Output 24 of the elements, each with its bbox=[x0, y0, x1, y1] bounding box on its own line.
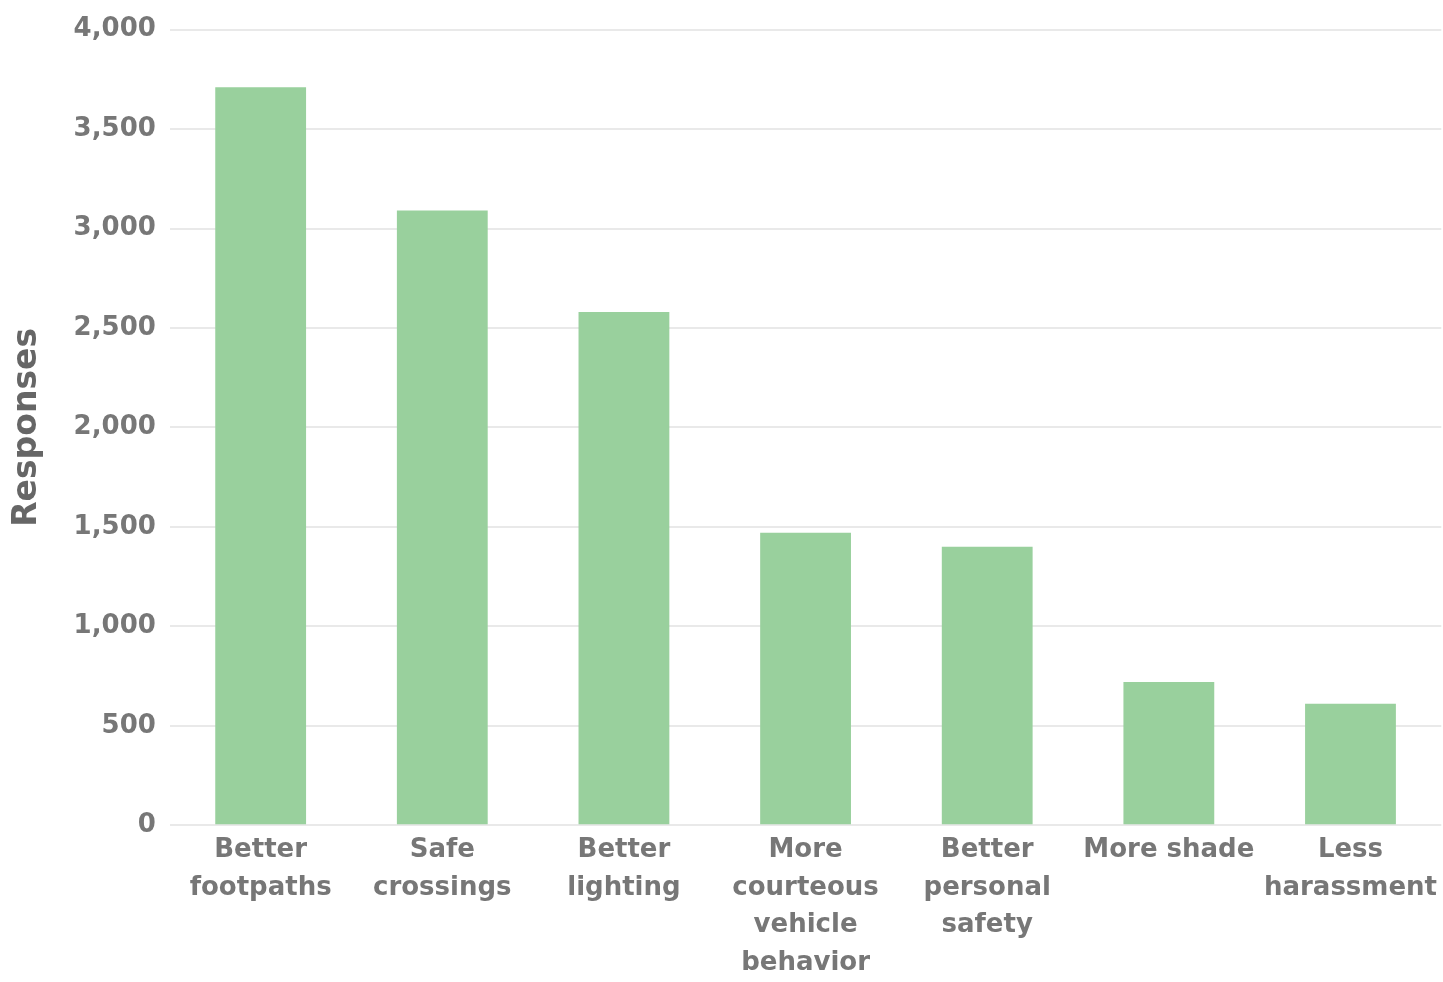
bar bbox=[578, 312, 670, 825]
x-tick-label: Safe crossings bbox=[373, 832, 512, 901]
bar bbox=[215, 87, 307, 825]
y-axis-title: Responses bbox=[5, 327, 45, 527]
x-tick-label: Better lighting bbox=[567, 832, 681, 901]
bar bbox=[1305, 703, 1396, 825]
x-tick-label: Better personal safety bbox=[923, 832, 1051, 939]
y-tick-label: 0 bbox=[137, 807, 156, 838]
y-tick-label: 3,500 bbox=[73, 111, 156, 142]
y-tick-label: 2,500 bbox=[73, 310, 156, 341]
x-tick-label: Better footpaths bbox=[189, 832, 332, 901]
bar bbox=[760, 532, 851, 825]
y-tick-label: 4,000 bbox=[73, 12, 156, 43]
bar bbox=[396, 210, 488, 825]
x-tick-label: More shade bbox=[1083, 832, 1255, 863]
bar bbox=[1123, 681, 1215, 825]
y-tick-label: 2,000 bbox=[73, 410, 156, 441]
y-tick-label: 1,500 bbox=[73, 509, 156, 540]
y-tick-label: 1,000 bbox=[73, 609, 156, 640]
y-tick-label: 3,000 bbox=[73, 211, 156, 242]
bar bbox=[941, 546, 1033, 825]
y-tick-label: 500 bbox=[101, 708, 156, 739]
x-tick-label: More courteous vehicle behavior bbox=[732, 832, 879, 976]
x-tick-label: Less harassment bbox=[1263, 832, 1437, 901]
